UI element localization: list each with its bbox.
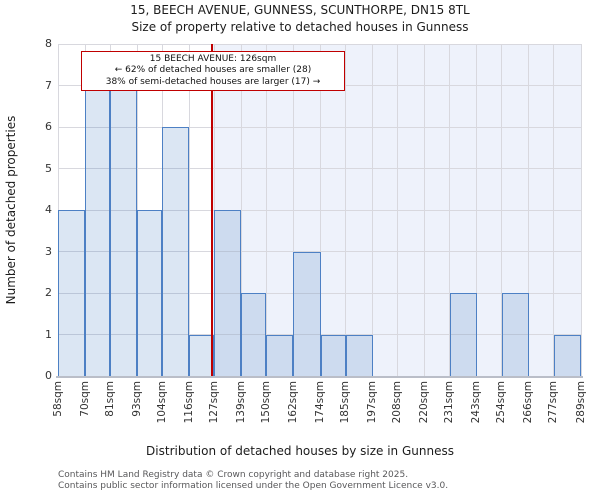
x-tick-label: 277sqm xyxy=(547,381,560,424)
x-tick-label: 174sqm xyxy=(314,381,327,424)
callout-line-2: ← 62% of detached houses are smaller (28… xyxy=(114,65,312,76)
x-tick-label: 197sqm xyxy=(366,381,379,424)
x-tick-label: 127sqm xyxy=(207,381,220,424)
y-tick-label: 6 xyxy=(45,120,52,133)
h-gridline xyxy=(58,43,581,45)
histogram-bar xyxy=(449,293,477,376)
x-tick-label: 289sqm xyxy=(574,381,587,424)
footer-line-2: Contains public sector information licen… xyxy=(58,480,449,491)
v-gridline xyxy=(528,44,530,376)
y-axis-title: Number of detached properties xyxy=(4,115,18,305)
v-gridline xyxy=(397,44,399,376)
x-tick-label: 254sqm xyxy=(495,381,508,424)
histogram-bar xyxy=(58,210,86,376)
x-tick-label: 266sqm xyxy=(522,381,535,424)
x-tick-label: 93sqm xyxy=(130,381,143,417)
v-gridline xyxy=(240,44,242,376)
v-gridline xyxy=(476,44,478,376)
histogram-bar xyxy=(320,334,346,376)
v-gridline xyxy=(188,44,190,376)
x-axis-title: Distribution of detached houses by size … xyxy=(146,444,454,458)
histogram-bar xyxy=(266,334,294,376)
chart-title: 15, BEECH AVENUE, GUNNESS, SCUNTHORPE, D… xyxy=(130,3,470,17)
v-gridline xyxy=(320,44,322,376)
histogram-bar xyxy=(189,334,215,376)
footer-line-1: Contains HM Land Registry data © Crown c… xyxy=(58,470,409,480)
histogram-bar xyxy=(85,85,111,376)
y-tick-label: 0 xyxy=(45,369,52,382)
v-gridline xyxy=(345,44,347,376)
property-size-marker-line xyxy=(210,44,213,376)
v-gridline xyxy=(553,44,555,376)
histogram-bar xyxy=(241,293,267,376)
x-tick-label: 150sqm xyxy=(259,381,272,424)
histogram-bar xyxy=(162,127,190,376)
y-tick-label: 2 xyxy=(45,286,52,299)
v-gridline xyxy=(424,44,426,376)
x-tick-label: 231sqm xyxy=(443,381,456,424)
x-tick-label: 58sqm xyxy=(51,381,64,417)
y-tick-label: 5 xyxy=(45,161,52,175)
callout-line-1: 15 BEECH AVENUE: 126sqm xyxy=(149,53,277,64)
x-tick-label: 70sqm xyxy=(78,381,91,417)
v-gridline xyxy=(372,44,374,376)
v-gridline xyxy=(501,44,503,376)
histogram-bar xyxy=(345,334,373,376)
x-tick-label: 220sqm xyxy=(418,381,431,424)
histogram-bar xyxy=(214,210,242,376)
histogram-bar xyxy=(553,334,581,376)
x-tick-label: 185sqm xyxy=(339,381,352,424)
y-tick-label: 8 xyxy=(45,37,52,50)
x-tick-label: 139sqm xyxy=(234,381,247,424)
y-tick-label: 4 xyxy=(45,203,52,216)
histogram-bar xyxy=(501,293,529,376)
h-gridline xyxy=(58,168,581,169)
x-tick-label: 208sqm xyxy=(391,381,404,424)
callout-line-3: 38% of semi-detached houses are larger (… xyxy=(105,76,321,87)
h-gridline xyxy=(58,334,581,335)
x-tick-label: 104sqm xyxy=(155,381,168,424)
v-gridline xyxy=(292,44,294,376)
chart-subtitle: Size of property relative to detached ho… xyxy=(131,20,469,34)
y-tick-label: 7 xyxy=(45,78,52,92)
v-gridline xyxy=(449,44,451,376)
plot-area: 15 BEECH AVENUE: 126sqm ← 62% of detache… xyxy=(57,43,582,377)
x-tick-label: 162sqm xyxy=(286,381,299,424)
h-gridline xyxy=(58,209,581,211)
property-callout-box: 15 BEECH AVENUE: 126sqm ← 62% of detache… xyxy=(81,51,345,91)
histogram-bar xyxy=(137,210,163,376)
attribution-footer: Contains HM Land Registry data © Crown c… xyxy=(58,470,448,491)
x-tick-label: 243sqm xyxy=(470,381,483,424)
x-tick-label: 116sqm xyxy=(182,381,195,424)
histogram-bar xyxy=(110,85,138,376)
h-gridline xyxy=(58,126,581,128)
x-tick-label: 81sqm xyxy=(103,381,116,417)
h-gridline xyxy=(58,292,581,294)
v-gridline xyxy=(580,44,582,376)
y-tick-label: 1 xyxy=(45,327,52,341)
y-tick-label: 3 xyxy=(45,244,52,258)
v-gridline xyxy=(265,44,267,376)
histogram-bar xyxy=(293,251,321,376)
x-axis-line xyxy=(56,376,583,378)
